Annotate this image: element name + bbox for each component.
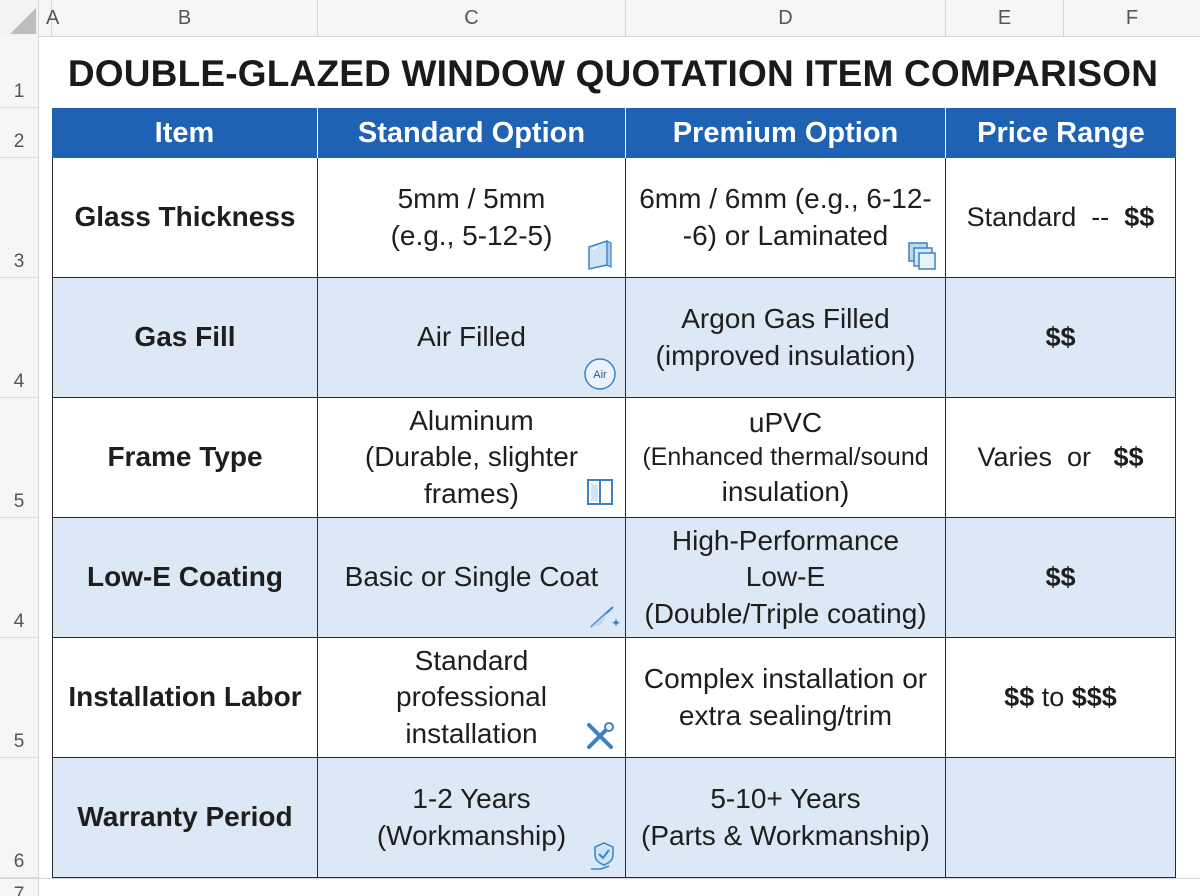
price-cell[interactable]: [946, 758, 1176, 878]
standard-cell[interactable]: Aluminum (Durable, slighter frames): [318, 398, 626, 518]
table-row: Installation Labor Standard professional…: [52, 638, 1176, 758]
table-row: Gas Fill Air Filled Air Argon Gas Filled…: [52, 278, 1176, 398]
select-all-corner[interactable]: [0, 0, 39, 36]
glass-pane-icon: [588, 239, 612, 270]
column-header-f[interactable]: F: [1125, 7, 1139, 29]
tools-icon: [587, 722, 614, 749]
item-cell[interactable]: Low-E Coating: [52, 518, 318, 638]
row-header[interactable]: 4: [0, 518, 38, 638]
grid-line: [0, 878, 1200, 879]
header-item[interactable]: Item: [52, 108, 318, 158]
table-row: Glass Thickness 5mm / 5mm (e.g., 5-12-5)…: [52, 158, 1176, 278]
row-header[interactable]: 6: [0, 758, 38, 878]
header-premium-option[interactable]: Premium Option: [626, 108, 946, 158]
price-cell[interactable]: Varies or $$: [946, 398, 1176, 518]
svg-text:Air: Air: [593, 369, 607, 381]
header-standard-option[interactable]: Standard Option: [318, 108, 626, 158]
column-header-c[interactable]: C: [318, 0, 626, 36]
row-header[interactable]: 5: [0, 398, 38, 518]
sheet-title[interactable]: DOUBLE-GLAZED WINDOW QUOTATION ITEM COMP…: [67, 53, 1159, 94]
premium-cell[interactable]: Complex installation or extra sealing/tr…: [626, 638, 946, 758]
column-header-bar: A B C D E F: [0, 0, 1200, 37]
row-header[interactable]: 3: [0, 158, 38, 278]
column-header-a[interactable]: A: [38, 0, 59, 36]
standard-cell[interactable]: Basic or Single Coat ✦: [318, 518, 626, 638]
column-header-d[interactable]: D: [626, 0, 946, 36]
window-frame-icon: [587, 479, 613, 505]
price-cell[interactable]: $$ to $$$: [946, 638, 1176, 758]
table-header-row: Item Standard Option Premium Option Pric…: [52, 108, 1176, 158]
row-header[interactable]: 1: [0, 36, 38, 108]
standard-cell[interactable]: 1-2 Years (Workmanship): [318, 758, 626, 878]
premium-cell[interactable]: 5-10+ Years (Parts & Workmanship): [626, 758, 946, 878]
item-cell[interactable]: Frame Type: [52, 398, 318, 518]
column-header-e[interactable]: E: [946, 0, 1064, 36]
row-header[interactable]: 7: [13, 884, 25, 896]
price-cell[interactable]: $$: [946, 518, 1176, 638]
table-row: Warranty Period 1-2 Years (Workmanship) …: [52, 758, 1176, 878]
sparkle-coating-icon: ✦: [590, 606, 621, 630]
standard-cell[interactable]: Standard professional installation: [318, 638, 626, 758]
price-cell[interactable]: Standard -- $$: [946, 158, 1176, 278]
column-header-b[interactable]: B: [52, 0, 318, 36]
premium-cell[interactable]: uPVC (Enhanced thermal/sound insulation): [626, 398, 946, 518]
item-cell[interactable]: Gas Fill: [52, 278, 318, 398]
table-row: Frame Type Aluminum (Durable, slighter f…: [52, 398, 1176, 518]
premium-cell[interactable]: Argon Gas Filled (improved insulation): [626, 278, 946, 398]
premium-cell[interactable]: High-Performance Low-E (Double/Triple co…: [626, 518, 946, 638]
header-price-range[interactable]: Price Range: [977, 117, 1145, 149]
air-bubble-icon: Air: [584, 358, 616, 390]
standard-cell[interactable]: Air Filled Air: [318, 278, 626, 398]
laminated-glass-icon: [908, 242, 936, 270]
item-cell[interactable]: Glass Thickness: [52, 158, 318, 278]
table-row: Low-E Coating Basic or Single Coat ✦ Hig…: [52, 518, 1176, 638]
row-header[interactable]: 4: [0, 278, 38, 398]
item-cell[interactable]: Warranty Period: [52, 758, 318, 878]
premium-cell[interactable]: 6mm / 6mm (e.g., 6-12- -6) or Laminated: [626, 158, 946, 278]
standard-cell[interactable]: 5mm / 5mm (e.g., 5-12-5): [318, 158, 626, 278]
row-header-bar: 1 2 3 4 5 4 5 6 7: [0, 36, 39, 896]
row-header[interactable]: 2: [0, 108, 38, 158]
price-cell[interactable]: $$: [946, 278, 1176, 398]
warranty-hand-shield-icon: [591, 842, 614, 870]
item-cell[interactable]: Installation Labor: [52, 638, 318, 758]
svg-text:✦: ✦: [611, 616, 621, 630]
row-header[interactable]: 5: [0, 638, 38, 758]
